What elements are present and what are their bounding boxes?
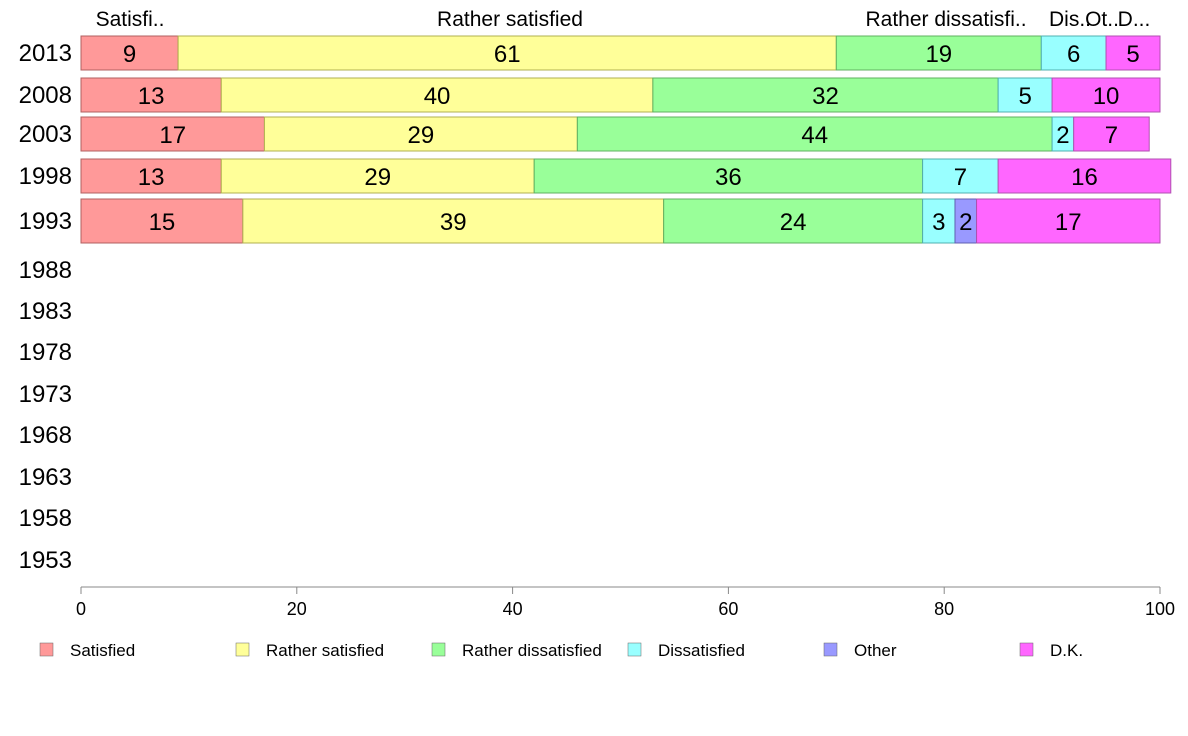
bar-segment <box>652 77 999 113</box>
data-label: 2 <box>959 209 972 236</box>
x-tick-label: 0 <box>76 599 86 619</box>
data-label: 40 <box>424 83 451 110</box>
data-label: 13 <box>138 83 165 110</box>
data-label: 3 <box>932 209 945 236</box>
bar-segment <box>80 198 244 244</box>
data-label: 2 <box>1056 122 1069 149</box>
legend-label: Dissatisfied <box>658 641 745 660</box>
data-label: 5 <box>1126 41 1139 68</box>
bar-segment <box>1051 77 1161 113</box>
bar-segment <box>263 116 578 152</box>
x-tick-label: 40 <box>503 599 523 619</box>
bar-segment <box>80 158 222 194</box>
data-label: 61 <box>494 41 521 68</box>
data-label: 32 <box>812 83 839 110</box>
data-label: 10 <box>1093 83 1120 110</box>
data-label: 36 <box>715 164 742 191</box>
top-series-label: Satisfi.. <box>96 8 165 31</box>
legend-swatch <box>823 642 838 657</box>
top-series-label: Rather dissatisfi.. <box>865 8 1026 31</box>
bar-segment <box>80 77 222 113</box>
bar-segment <box>533 158 924 194</box>
data-label: 29 <box>364 164 391 191</box>
bar-segment <box>1073 116 1150 152</box>
legend-label: Other <box>854 641 897 660</box>
y-tick-label: 1963 <box>19 464 72 491</box>
x-tick-label: 20 <box>287 599 307 619</box>
legend-label: D.K. <box>1050 641 1083 660</box>
top-series-label: Ot.. <box>1085 8 1119 31</box>
legend-label: Rather dissatisfied <box>462 641 602 660</box>
bar-segment <box>997 158 1172 194</box>
legend-swatch <box>1019 642 1034 657</box>
y-tick-label: 1998 <box>19 163 72 190</box>
legend-swatch <box>235 642 250 657</box>
y-tick-label: 1968 <box>19 422 72 449</box>
legend-swatch <box>39 642 54 657</box>
legend-swatch <box>431 642 446 657</box>
bar-segment <box>663 198 924 244</box>
data-label: 5 <box>1018 83 1031 110</box>
data-label: 17 <box>1055 209 1082 236</box>
y-tick-label: 1953 <box>19 547 72 574</box>
data-label: 39 <box>440 209 467 236</box>
y-tick-label: 2003 <box>19 121 72 148</box>
data-label: 44 <box>801 122 828 149</box>
bar-segment <box>220 158 535 194</box>
legend-label: Rather satisfied <box>266 641 384 660</box>
bar-segment <box>177 35 837 71</box>
bar-segment <box>922 198 956 244</box>
data-label: 19 <box>925 41 952 68</box>
bar-segment <box>80 35 179 71</box>
bar-segment <box>835 35 1042 71</box>
x-tick-label: 100 <box>1145 599 1175 619</box>
bar-segment <box>922 158 999 194</box>
y-tick-label: 1988 <box>19 257 72 284</box>
data-label: 17 <box>159 122 186 149</box>
y-tick-label: 1993 <box>19 208 72 235</box>
data-label: 7 <box>1105 122 1118 149</box>
data-label: 9 <box>123 41 136 68</box>
y-tick-label: 1983 <box>19 298 72 325</box>
y-tick-label: 2008 <box>19 82 72 109</box>
bar-segment <box>997 77 1053 113</box>
data-label: 29 <box>408 122 435 149</box>
legend-swatch <box>627 642 642 657</box>
bar-segment <box>976 198 1161 244</box>
top-series-label: Rather satisfied <box>437 8 583 31</box>
legend-label: Satisfied <box>70 641 135 660</box>
y-tick-label: 1958 <box>19 505 72 532</box>
data-label: 13 <box>138 164 165 191</box>
bar-segment <box>576 116 1053 152</box>
top-series-label: Dis.. <box>1049 8 1091 31</box>
x-tick-label: 80 <box>934 599 954 619</box>
x-tick-label: 60 <box>718 599 738 619</box>
y-tick-label: 1973 <box>19 381 72 408</box>
bar-segment <box>220 77 654 113</box>
data-label: 6 <box>1067 41 1080 68</box>
y-tick-label: 2013 <box>19 40 72 67</box>
top-series-label: D... <box>1118 8 1151 31</box>
data-label: 15 <box>149 209 176 236</box>
bar-segment <box>1105 35 1161 71</box>
data-label: 16 <box>1071 164 1098 191</box>
data-label: 7 <box>954 164 967 191</box>
y-tick-label: 1978 <box>19 339 72 366</box>
bar-segment <box>242 198 665 244</box>
data-label: 24 <box>780 209 807 236</box>
